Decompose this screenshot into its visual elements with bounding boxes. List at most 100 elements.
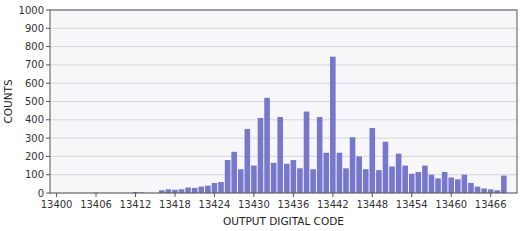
- bar: [389, 166, 395, 193]
- y-tick-label: 200: [25, 151, 44, 162]
- bar: [462, 175, 468, 193]
- bar: [198, 187, 204, 193]
- bar: [238, 169, 244, 193]
- y-tick: [46, 174, 50, 175]
- y-tick: [46, 83, 50, 84]
- bar: [185, 188, 191, 193]
- y-tick-label: 100: [25, 169, 44, 180]
- bar: [323, 153, 329, 193]
- bar: [271, 163, 277, 193]
- bar: [455, 179, 461, 193]
- bar: [291, 160, 297, 193]
- x-tick-label: 13436: [277, 199, 309, 210]
- x-tick: [214, 193, 215, 197]
- y-tick: [46, 101, 50, 102]
- bar: [475, 187, 481, 193]
- bar: [205, 186, 211, 193]
- bar: [192, 188, 198, 193]
- x-tick: [490, 193, 491, 197]
- y-tick: [46, 138, 50, 139]
- bar: [310, 169, 316, 193]
- y-tick-label: 0: [38, 188, 44, 199]
- grid-line: [50, 28, 517, 29]
- y-tick: [46, 156, 50, 157]
- bar: [245, 129, 251, 193]
- y-grid: [50, 10, 517, 193]
- bar: [416, 172, 422, 193]
- x-axis: 1340013406134121341813424134301343613442…: [41, 193, 507, 210]
- bar: [429, 175, 435, 193]
- y-tick: [46, 28, 50, 29]
- bar: [370, 128, 376, 193]
- bar: [488, 189, 494, 193]
- y-tick-label: 600: [25, 78, 44, 89]
- y-tick: [46, 119, 50, 120]
- bar: [330, 57, 336, 193]
- x-tick: [411, 193, 412, 197]
- bar: [212, 183, 218, 193]
- bar: [501, 176, 507, 193]
- bar: [356, 156, 362, 193]
- x-tick-label: 13466: [475, 199, 507, 210]
- bar: [179, 189, 185, 193]
- y-tick-label: 400: [25, 114, 44, 125]
- grid-line: [50, 101, 517, 102]
- y-tick: [46, 46, 50, 47]
- y-axis-label: COUNTS: [2, 79, 14, 124]
- grid-line: [50, 119, 517, 120]
- bar: [317, 117, 323, 193]
- grid-line: [50, 156, 517, 157]
- y-tick-label: 1000: [19, 5, 44, 16]
- bar: [422, 166, 428, 193]
- x-tick: [372, 193, 373, 197]
- x-tick: [174, 193, 175, 197]
- bar: [231, 152, 237, 193]
- x-tick: [332, 193, 333, 197]
- bar: [337, 153, 343, 193]
- bar: [448, 177, 454, 193]
- x-tick-label: 13424: [199, 199, 231, 210]
- x-tick: [96, 193, 97, 197]
- y-tick-label: 500: [25, 96, 44, 107]
- y-tick-label: 800: [25, 41, 44, 52]
- x-tick: [253, 193, 254, 197]
- bar: [409, 174, 415, 193]
- x-tick-label: 13412: [120, 199, 152, 210]
- bar: [442, 172, 448, 193]
- grid-line: [50, 138, 517, 139]
- y-tick: [46, 10, 50, 11]
- bars: [93, 57, 506, 193]
- plot-background: [50, 10, 517, 193]
- x-tick-label: 13406: [80, 199, 112, 210]
- bar: [402, 166, 408, 193]
- bar: [251, 166, 257, 193]
- plot-frame: [50, 10, 517, 193]
- x-tick: [135, 193, 136, 197]
- x-tick-label: 13454: [396, 199, 428, 210]
- bar: [468, 183, 474, 193]
- bar: [284, 164, 290, 193]
- bar: [435, 178, 441, 193]
- y-tick-label: 900: [25, 23, 44, 34]
- y-tick: [46, 193, 50, 194]
- bar: [264, 98, 270, 193]
- bar: [376, 170, 382, 193]
- grid-line: [50, 46, 517, 47]
- x-tick: [451, 193, 452, 197]
- bar: [383, 142, 389, 193]
- x-tick-label: 13418: [159, 199, 191, 210]
- x-tick-label: 13460: [435, 199, 467, 210]
- bar: [166, 189, 172, 193]
- bar: [350, 137, 356, 193]
- x-tick-label: 13448: [356, 199, 388, 210]
- x-tick: [56, 193, 57, 197]
- grid-line: [50, 83, 517, 84]
- bar: [258, 118, 264, 193]
- x-axis-label: OUTPUT DIGITAL CODE: [223, 215, 344, 227]
- chart: 0100200300400500600700800900100013400134…: [0, 0, 529, 231]
- bar: [297, 168, 303, 193]
- bar: [343, 168, 349, 193]
- y-axis: 01002003004005006007008009001000: [19, 5, 50, 199]
- grid-line: [50, 64, 517, 65]
- y-tick: [46, 64, 50, 65]
